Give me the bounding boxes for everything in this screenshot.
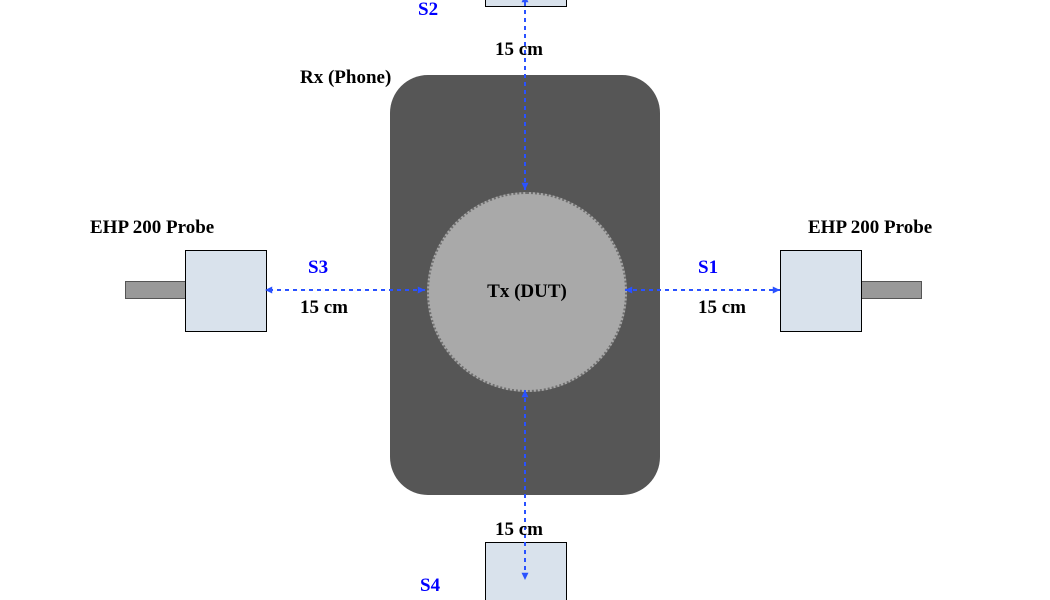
distance-label-S2: 15 cm (495, 40, 543, 59)
probe-label-right: EHP 200 Probe (808, 218, 932, 237)
arrow-S4 (513, 378, 537, 592)
probe-stem-left (125, 281, 187, 299)
probe-stem-right (860, 281, 922, 299)
signal-label-S2: S2 (418, 0, 438, 19)
probe-box-right (780, 250, 862, 332)
distance-label-S4: 15 cm (495, 520, 543, 539)
arrow-S2 (513, 0, 537, 202)
distance-label-S3: 15 cm (300, 298, 348, 317)
distance-label-S1: 15 cm (698, 298, 746, 317)
signal-label-S4: S4 (420, 576, 440, 595)
signal-label-S1: S1 (698, 258, 718, 277)
probe-label-left: EHP 200 Probe (90, 218, 214, 237)
dut-circle: Tx (DUT) (427, 192, 627, 392)
signal-label-S3: S3 (308, 258, 328, 277)
dut-label: Tx (DUT) (487, 281, 567, 303)
phone-label: Rx (Phone) (300, 68, 391, 87)
